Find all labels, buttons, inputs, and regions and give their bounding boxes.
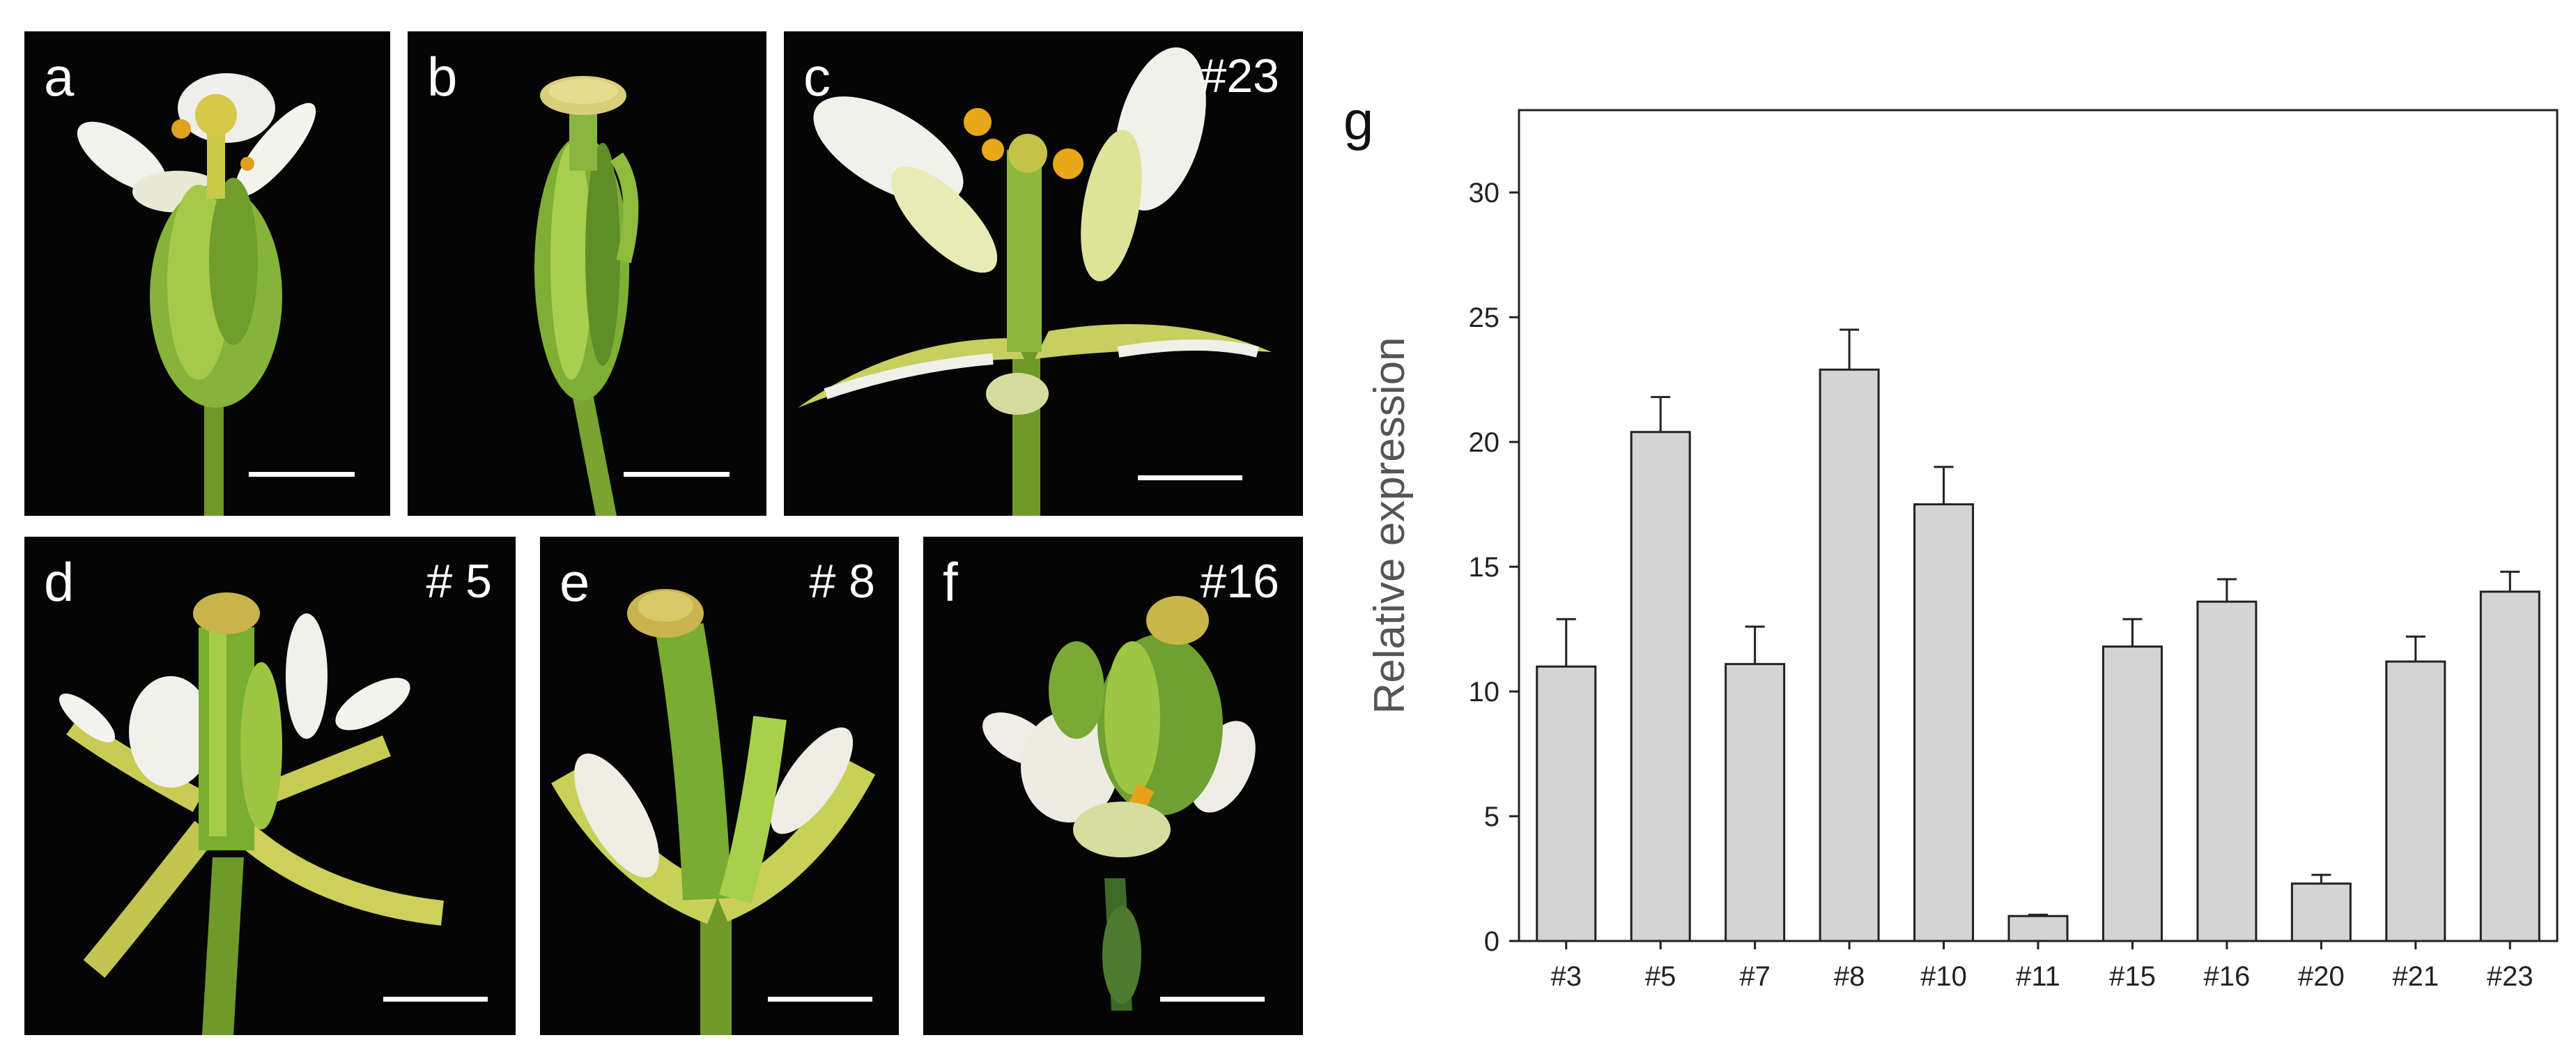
bar	[1913, 503, 1975, 942]
bar	[2290, 882, 2352, 942]
panel-f: f #16	[923, 537, 1303, 1035]
panel-tag: # 8	[809, 555, 875, 608]
x-tick-label: #15	[2109, 961, 2156, 992]
x-tick-label: #20	[2298, 961, 2345, 992]
y-axis-label: Relative expression	[1366, 337, 1414, 714]
panel-a: a	[24, 31, 390, 516]
panel-label-g: g	[1343, 90, 1374, 151]
panel-d: d # 5	[24, 537, 516, 1035]
y-tick-label: 10	[1469, 677, 1500, 707]
x-tick-label: #3	[1550, 961, 1582, 992]
x-tick-label: #7	[1739, 961, 1771, 992]
bar	[2101, 645, 2163, 942]
x-tick-label: #8	[1834, 961, 1865, 992]
flower-photo-a	[77, 73, 316, 516]
bar	[2196, 600, 2258, 942]
flower-photo-f	[982, 596, 1256, 1011]
bar-chart-svg: 0 5 10 15 20 25 30 #3 #5 #7 #8 #10 #11 #15 #16 #20 #21 #2…	[1366, 109, 2559, 992]
panel-label: e	[560, 551, 590, 613]
scale-bar	[1138, 475, 1242, 480]
scale-bar	[1160, 997, 1265, 1002]
y-tick-label: 15	[1469, 552, 1500, 583]
y-tick-label: 0	[1484, 926, 1499, 957]
panel-tag: #16	[1200, 555, 1279, 608]
scale-bar	[624, 472, 730, 477]
flower-photo-b	[534, 76, 639, 516]
bar	[1630, 431, 1691, 942]
bar	[2007, 915, 2069, 942]
bar	[1819, 368, 1880, 942]
panel-label: a	[44, 46, 75, 107]
y-tick-label: 25	[1469, 303, 1500, 333]
panel-tag: #23	[1200, 49, 1279, 102]
bar	[2479, 590, 2540, 942]
x-tick-label: #21	[2392, 961, 2439, 992]
x-tick-label: #10	[1920, 961, 1967, 992]
panel-c: c #23	[784, 31, 1303, 516]
flower-photo-e	[551, 589, 876, 1035]
x-tick-label: #23	[2487, 961, 2533, 992]
x-tick-label: #5	[1645, 961, 1676, 992]
flower-photo-c	[798, 47, 1272, 516]
bar-chart: 0 5 10 15 20 25 30 #3 #5 #7 #8 #10 #11 #15 #16 #20 #21 #2…	[1310, 56, 2576, 1053]
panel-tag: # 5	[426, 555, 492, 608]
bar	[2385, 660, 2446, 942]
panel-b: b	[408, 31, 766, 516]
flower-photo-d	[59, 592, 444, 1035]
panel-label: d	[44, 551, 75, 613]
panel-label: c	[803, 46, 831, 107]
bar	[1536, 665, 1597, 942]
y-tick-label: 5	[1484, 802, 1499, 832]
scale-bar	[383, 997, 488, 1002]
bar	[1725, 663, 1786, 942]
scale-bar	[249, 472, 355, 477]
panel-label: b	[427, 46, 458, 107]
panel-label: f	[943, 551, 958, 613]
y-tick-label: 20	[1469, 427, 1500, 458]
y-tick-label: 30	[1469, 178, 1500, 208]
x-tick-label: #11	[2016, 961, 2060, 992]
scale-bar	[768, 997, 872, 1002]
panel-e: e # 8	[540, 537, 899, 1035]
x-tick-label: #16	[2204, 961, 2251, 992]
